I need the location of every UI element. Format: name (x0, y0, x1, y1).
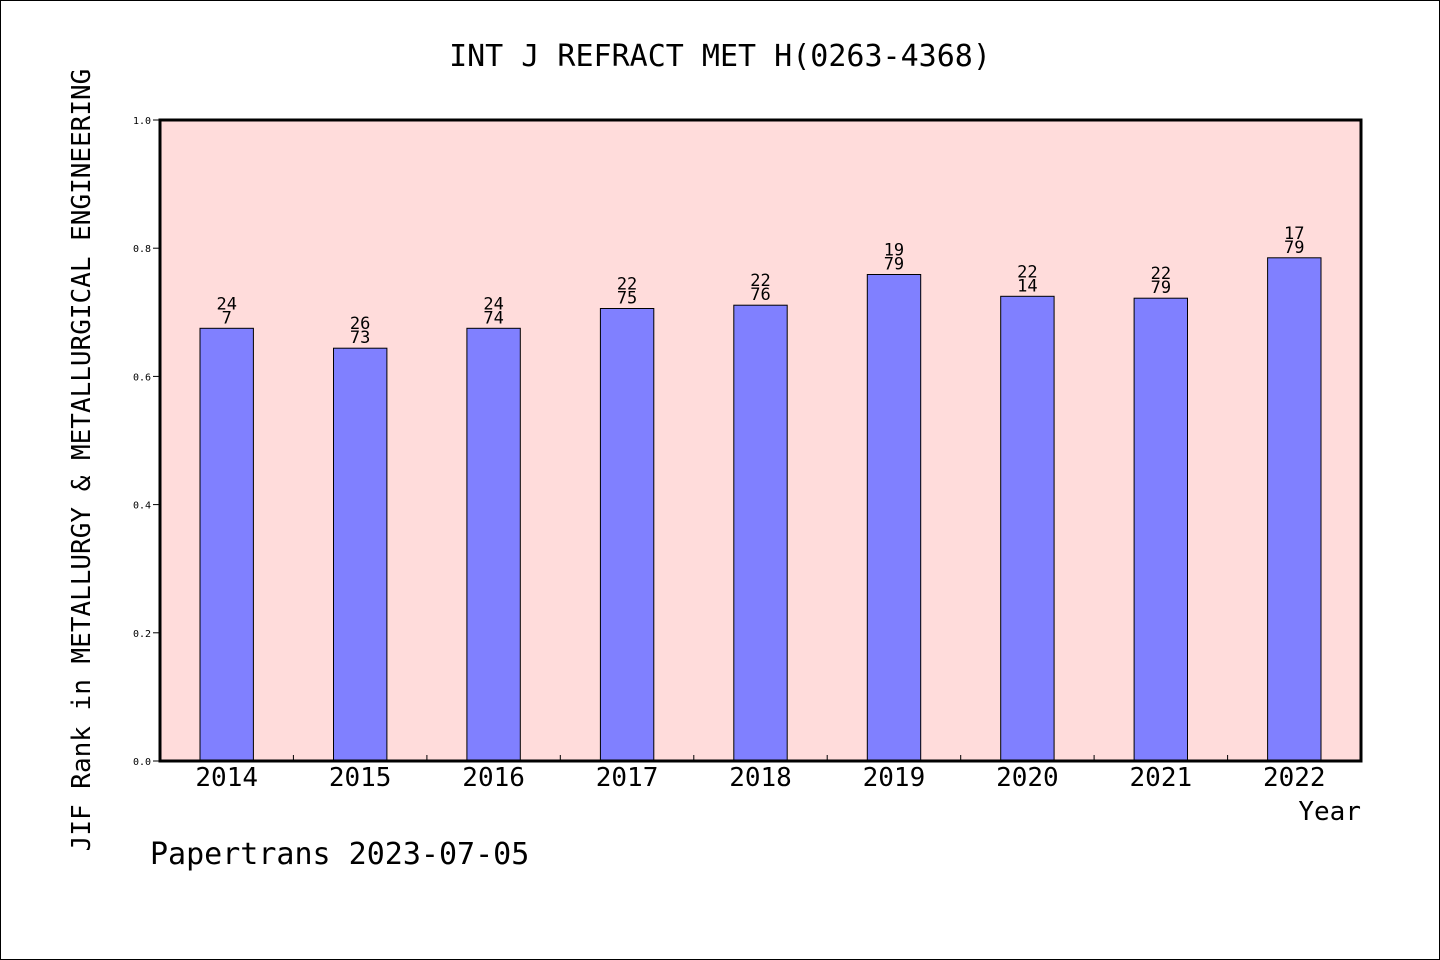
bar-label-bottom: 74 (483, 308, 503, 328)
y-tick-label: 0.6 (133, 372, 151, 383)
x-tick-label: 2021 (1130, 763, 1193, 793)
bar (733, 304, 788, 762)
bar (599, 308, 655, 762)
bar (866, 274, 922, 762)
y-tick-label: 0.8 (133, 244, 151, 255)
bar (333, 347, 388, 762)
x-tick-label: 2016 (462, 763, 525, 793)
bar-label-bottom: 7 (222, 308, 232, 328)
x-tick-label: 2018 (729, 763, 792, 793)
bar-label-bottom: 76 (750, 285, 770, 305)
bar-label-top: 22 (617, 275, 637, 295)
bar (1133, 297, 1188, 762)
bar-label-bottom: 79 (1151, 278, 1171, 298)
bar (1000, 295, 1055, 762)
x-tick-label: 2020 (996, 763, 1059, 793)
bar-label-bottom: 73 (350, 328, 370, 348)
bar-label-top: 26 (350, 314, 370, 334)
bar-label-top: 24 (216, 294, 236, 314)
x-axis-ticks: 2014 2015 2016 2017 2018 2019 2020 2021 2022 (195, 755, 1326, 793)
x-tick-label: 2019 (863, 763, 926, 793)
plot-border (158, 118, 1363, 763)
x-tick-label: 2014 (195, 763, 258, 793)
bar-label-top: 22 (750, 271, 770, 291)
chart-title: INT J REFRACT MET H(0263-4368) (449, 39, 991, 74)
y-tick-label: 0.2 (133, 629, 151, 640)
y-tick-label: 0.0 (133, 757, 151, 768)
bar-label-bottom: 79 (1284, 238, 1304, 258)
y-axis-ticks: 0.0 0.2 0.4 0.6 0.8 1.0 (133, 116, 160, 768)
bar (466, 327, 521, 762)
bar-label-top: 19 (884, 241, 904, 261)
bar-label-top: 22 (1017, 262, 1037, 282)
bar-label-top: 22 (1151, 264, 1171, 284)
x-axis-label: Year (1298, 797, 1361, 827)
y-axis-label: JIF Rank in METALLURGY & METALLURGICAL E… (67, 69, 97, 852)
bar (199, 327, 254, 762)
bar-label-top: 24 (483, 294, 503, 314)
y-tick-label: 0.4 (133, 501, 151, 512)
bar-label-bottom: 79 (884, 255, 904, 275)
x-tick-label: 2017 (596, 763, 659, 793)
x-tick-label: 2015 (329, 763, 392, 793)
y-tick-label: 1.0 (133, 116, 151, 127)
bar-label-top: 17 (1284, 224, 1304, 244)
bars-group (199, 257, 1322, 762)
bar-label-bottom: 75 (617, 289, 637, 309)
bar-label-bottom: 14 (1017, 276, 1037, 296)
footer-credit: Papertrans 2023-07-05 (150, 837, 529, 872)
x-tick-label: 2022 (1263, 763, 1326, 793)
bar (1267, 257, 1322, 762)
